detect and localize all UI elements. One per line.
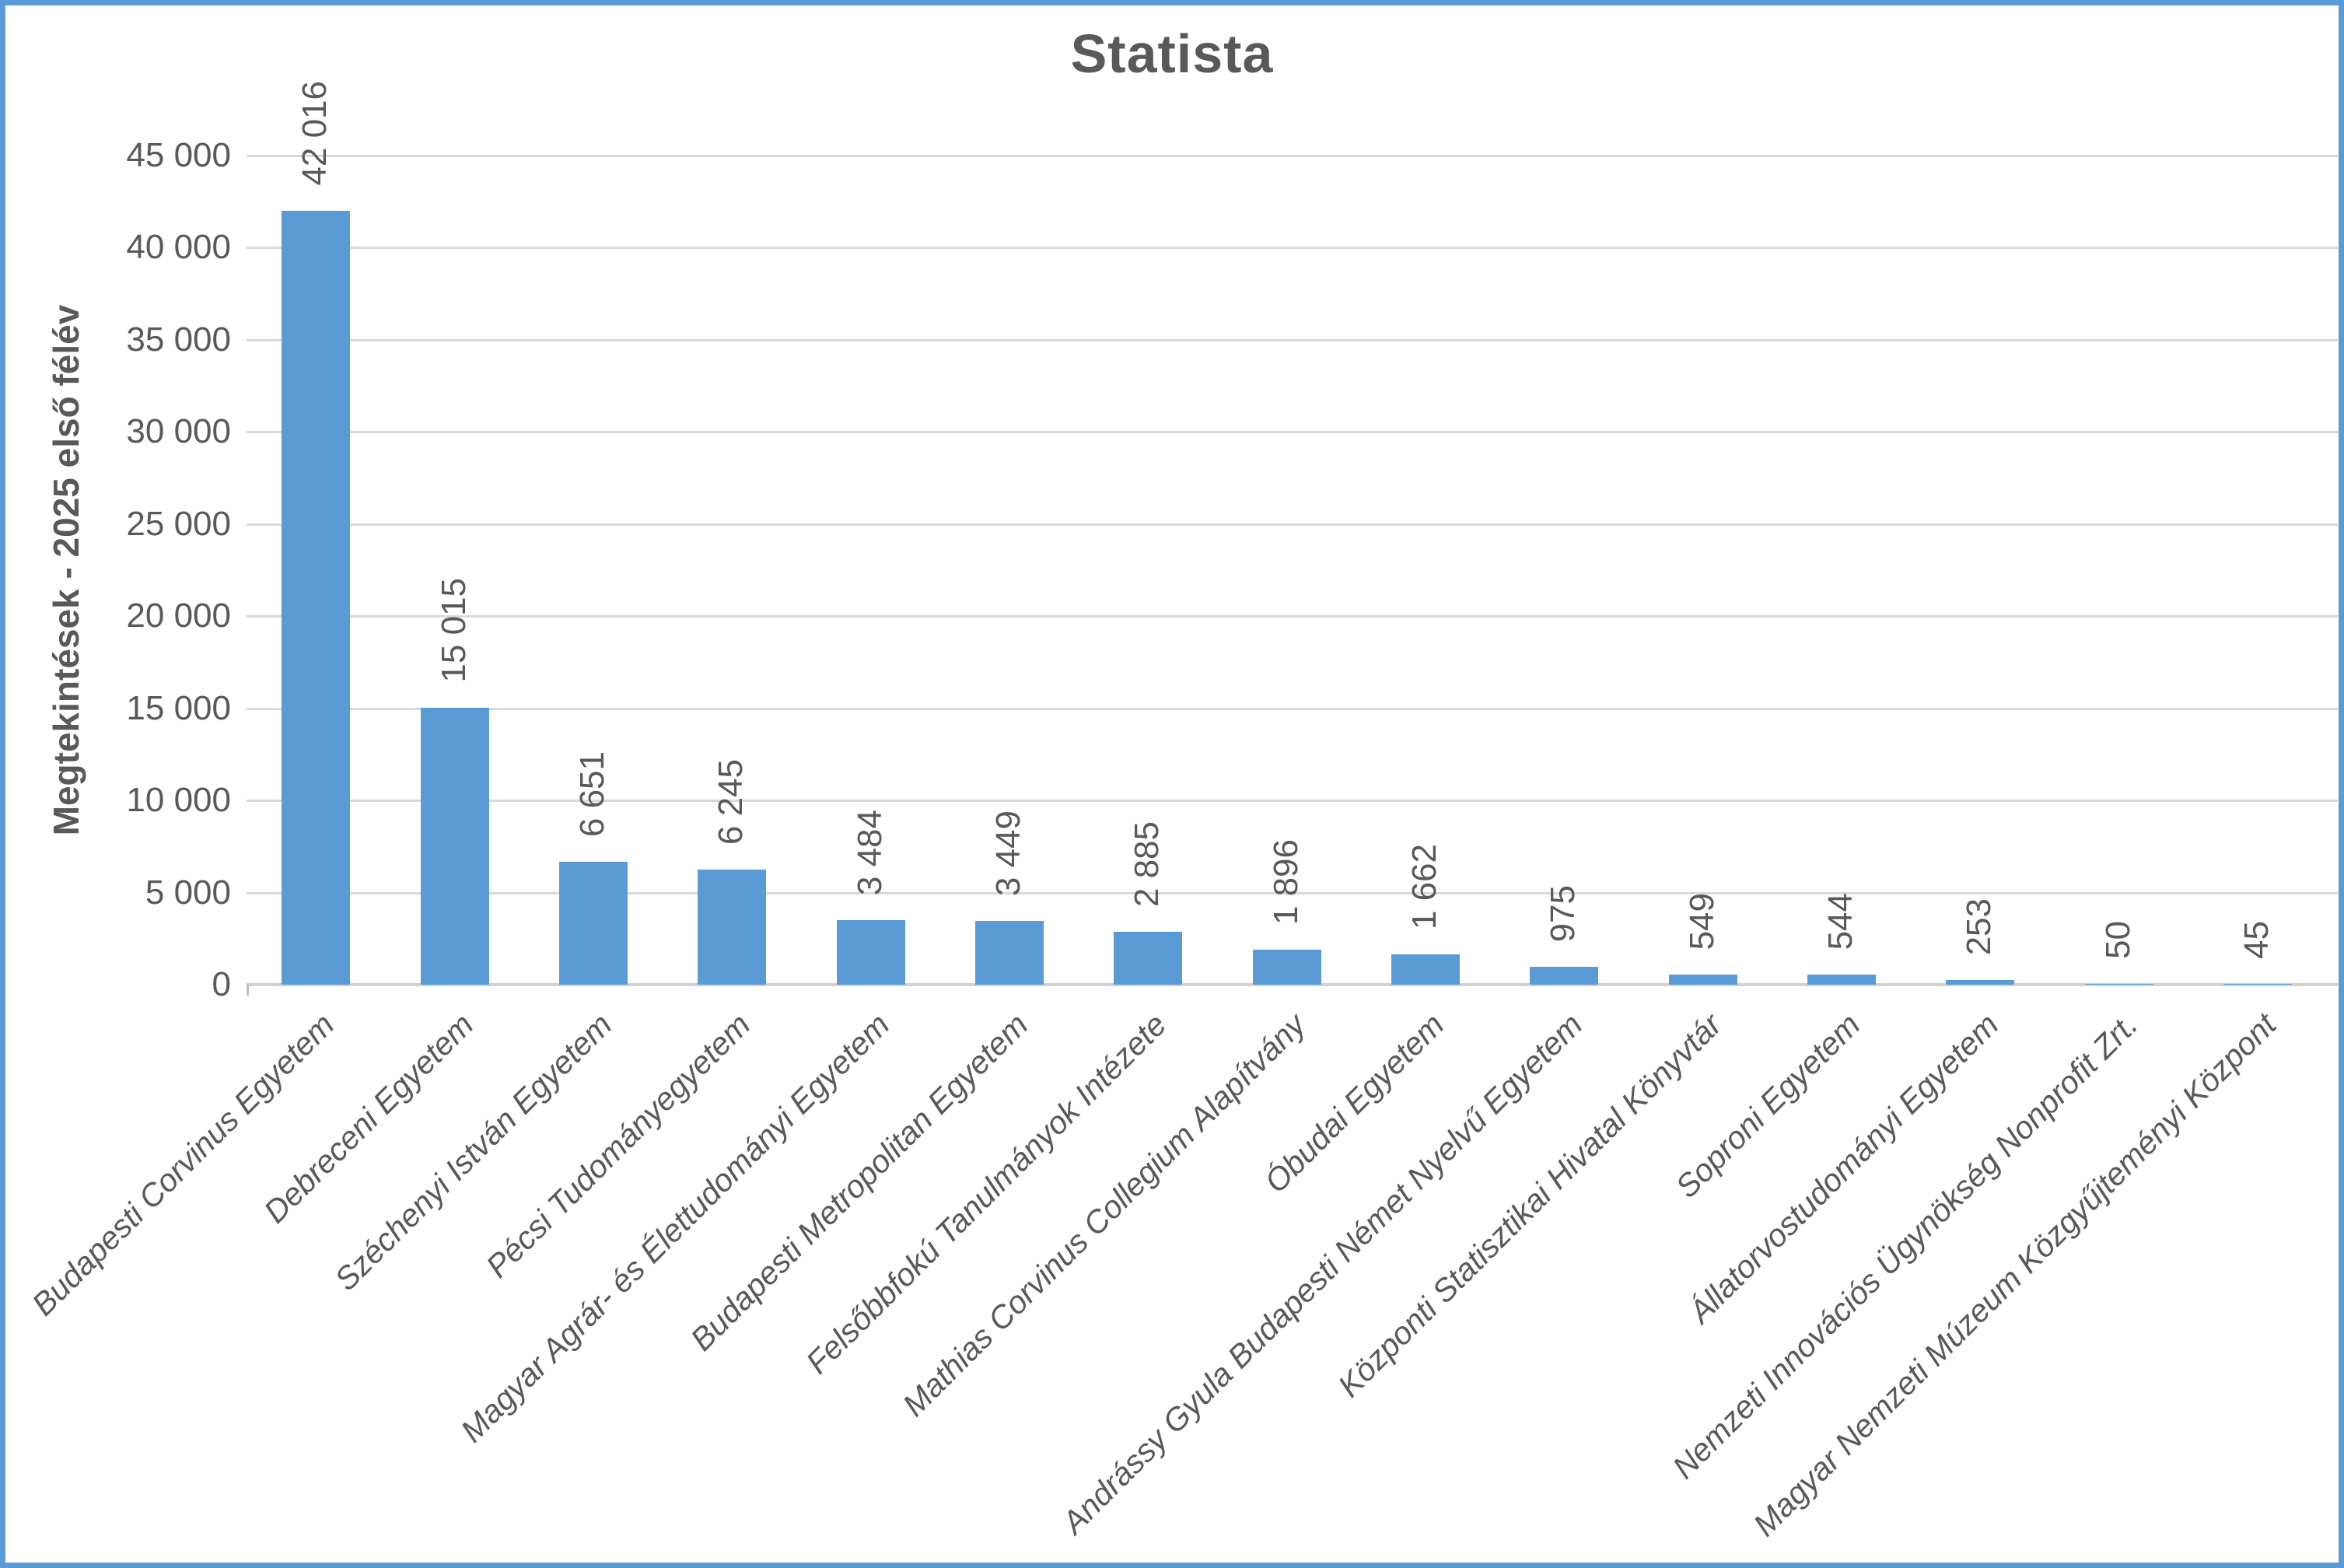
bar (698, 870, 766, 985)
y-tick-label: 45 000 (126, 136, 231, 174)
bar (1253, 950, 1321, 985)
x-category-label: Széchenyi István Egyetem (327, 1006, 619, 1298)
gridline (247, 431, 2338, 433)
bar-value-label: 1 662 (1405, 843, 1443, 929)
x-axis-line (247, 983, 2338, 986)
y-tick-label: 15 000 (126, 689, 231, 727)
bar-value-label: 3 484 (851, 809, 889, 895)
bar-value-label: 253 (1960, 898, 1998, 955)
bar-value-label: 15 015 (435, 578, 473, 683)
bar (2223, 984, 2292, 985)
bar-value-label: 45 (2237, 921, 2276, 959)
bar (1807, 975, 1876, 985)
gridline (247, 247, 2338, 249)
gridline (247, 615, 2338, 618)
chart-title: Statista (1070, 23, 1274, 84)
y-tick-label: 30 000 (126, 412, 231, 450)
bar-value-label: 3 449 (989, 810, 1027, 896)
bar-value-label: 549 (1683, 892, 1721, 950)
bar (282, 211, 350, 985)
axis-tick-mark (247, 985, 249, 996)
gridline (247, 800, 2338, 802)
gridline (247, 523, 2338, 526)
bar-value-label: 2 885 (1128, 821, 1166, 907)
bar-value-label: 6 245 (712, 758, 750, 845)
bar (1669, 975, 1737, 985)
y-tick-label: 5 000 (145, 873, 231, 912)
bar-value-label: 975 (1544, 884, 1582, 942)
gridline (247, 155, 2338, 157)
bar-value-label: 50 (2099, 921, 2137, 959)
y-tick-label: 25 000 (126, 505, 231, 543)
y-tick-label: 10 000 (126, 781, 231, 819)
bar (2085, 984, 2153, 985)
bar-value-label: 1 896 (1267, 838, 1305, 925)
bar (559, 862, 628, 985)
bar (1114, 932, 1182, 985)
gridline (247, 339, 2338, 341)
y-tick-label: 40 000 (126, 228, 231, 266)
bar (837, 920, 905, 985)
y-tick-label: 0 (212, 965, 231, 1003)
bar (975, 921, 1044, 985)
bar-value-label: 544 (1821, 892, 1859, 950)
bar-value-label: 42 016 (296, 81, 334, 186)
bar-value-label: 6 651 (573, 751, 611, 837)
y-tick-label: 35 000 (126, 320, 231, 359)
bar (421, 708, 489, 985)
bar (1530, 967, 1598, 985)
y-tick-label: 20 000 (126, 597, 231, 635)
y-axis-title: Megtekintések - 2025 első félév (46, 304, 86, 836)
bar (1946, 980, 2014, 985)
bar (1391, 954, 1460, 985)
gridline (247, 892, 2338, 894)
gridline (247, 708, 2338, 710)
